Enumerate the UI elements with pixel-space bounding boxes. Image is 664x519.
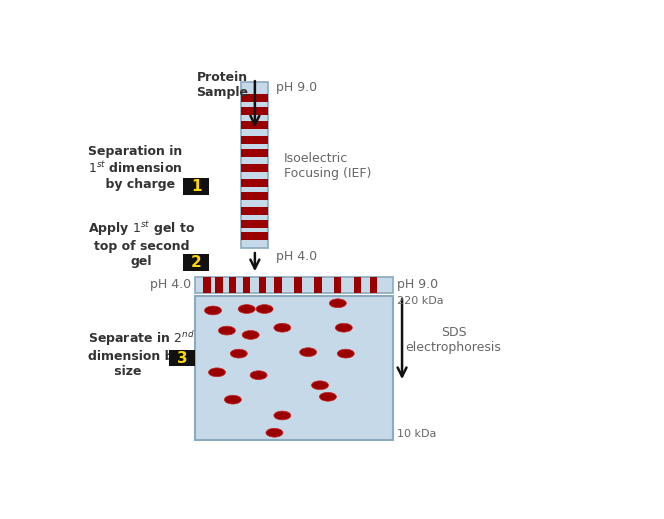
Bar [242,192,268,200]
Text: 10 kDa: 10 kDa [397,429,436,439]
Text: Isoelectric
Focusing (IEF): Isoelectric Focusing (IEF) [284,152,371,180]
Bar [183,254,209,271]
Ellipse shape [238,305,255,313]
Text: SDS
electrophoresis: SDS electrophoresis [406,326,501,354]
Bar [334,277,341,293]
Text: 3: 3 [177,350,188,365]
Bar [229,277,236,293]
Bar [258,277,266,293]
Ellipse shape [329,299,347,308]
Text: pH 4.0: pH 4.0 [150,278,191,291]
Bar [183,177,209,195]
Text: Apply $1^{st}$ gel to
top of second
gel: Apply $1^{st}$ gel to top of second gel [88,220,195,268]
Text: 220 kDa: 220 kDa [397,296,444,306]
Ellipse shape [208,368,226,377]
Ellipse shape [205,306,222,315]
Text: pH 9.0: pH 9.0 [398,278,438,291]
Bar [242,82,268,248]
Bar [314,277,321,293]
Ellipse shape [311,381,329,390]
Bar [242,135,268,144]
Ellipse shape [218,326,235,335]
Bar [242,220,268,228]
Text: Separate in $2^{nd}$
dimension by
      size: Separate in $2^{nd}$ dimension by size [88,330,195,378]
Bar [169,349,195,366]
Ellipse shape [256,305,273,313]
Ellipse shape [274,411,291,420]
Bar [354,277,361,293]
Bar [294,277,301,293]
Text: pH 4.0: pH 4.0 [276,250,317,263]
Ellipse shape [230,349,247,358]
Ellipse shape [335,323,353,332]
Bar [242,207,268,215]
Bar [242,94,268,102]
Ellipse shape [319,392,337,401]
Ellipse shape [250,371,267,379]
Ellipse shape [299,348,317,357]
Bar [274,277,282,293]
Bar [195,277,393,293]
Bar [203,277,210,293]
Bar [243,277,250,293]
Bar [242,179,268,187]
Ellipse shape [266,428,283,437]
Text: 2: 2 [191,255,202,270]
Bar [242,164,268,172]
Ellipse shape [242,331,259,339]
Ellipse shape [337,349,355,358]
Ellipse shape [224,395,241,404]
Text: Protein
Sample: Protein Sample [196,71,248,99]
Bar [195,296,393,440]
Bar [242,232,268,240]
Bar [242,121,268,129]
Ellipse shape [274,323,291,332]
Text: Separation in
$1^{st}$ dimension
    by charge: Separation in $1^{st}$ dimension by char… [88,145,183,191]
Text: 1: 1 [191,179,201,194]
Text: pH 9.0: pH 9.0 [276,81,317,94]
Bar [242,149,268,157]
Bar [215,277,222,293]
Bar [242,107,268,115]
Bar [370,277,377,293]
